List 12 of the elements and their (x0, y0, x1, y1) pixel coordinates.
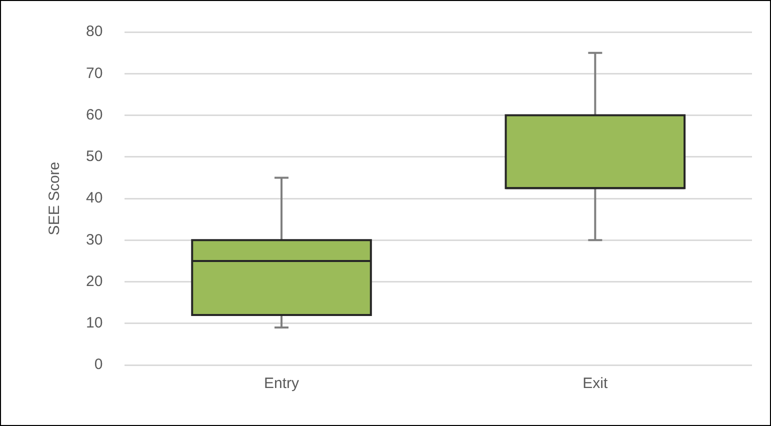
y-tick-label: 10 (86, 314, 103, 332)
y-tick-label: 20 (86, 272, 103, 290)
y-tick-label: 40 (86, 190, 103, 207)
x-tick-label: Entry (264, 375, 300, 392)
y-tick-label: 30 (86, 231, 103, 248)
y-tick-label: 0 (94, 356, 103, 374)
y-tick-label: 60 (86, 106, 103, 124)
x-tick-label: Exit (582, 375, 608, 392)
y-axis-title: SEE Score (46, 162, 64, 236)
y-tick-label: 80 (86, 23, 103, 40)
y-tick-label: 70 (86, 64, 103, 82)
y-tick-label: 50 (86, 148, 103, 166)
